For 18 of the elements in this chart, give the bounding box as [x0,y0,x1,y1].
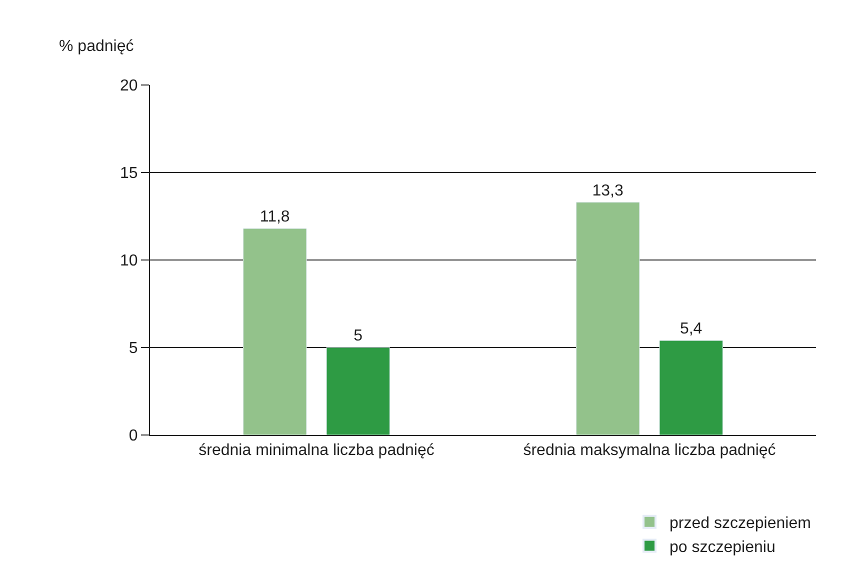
x-tick-label: średnia maksymalna liczba padnięć [523,442,776,460]
y-tick-label: 10 [120,252,138,270]
y-tick-label: 5 [128,340,138,358]
data-label: 11,8 [260,208,290,226]
legend-label: po szczepieniu [670,538,776,556]
bar [659,340,724,435]
bar [576,202,640,435]
data-label: 5,4 [680,320,702,338]
y-tick-label: 15 [120,165,138,182]
y-tick-label: 0 [128,428,138,445]
legend-label: przed szczepieniem [670,515,811,532]
x-tick-label: średnia minimalna liczba padnięć [198,442,434,460]
bar [326,347,390,435]
data-label: 13,3 [592,182,624,200]
y-tick-label: 20 [120,78,138,95]
bar [242,228,307,435]
y-axis-title: % padnięć [59,38,134,55]
data-label: 5 [354,328,363,344]
